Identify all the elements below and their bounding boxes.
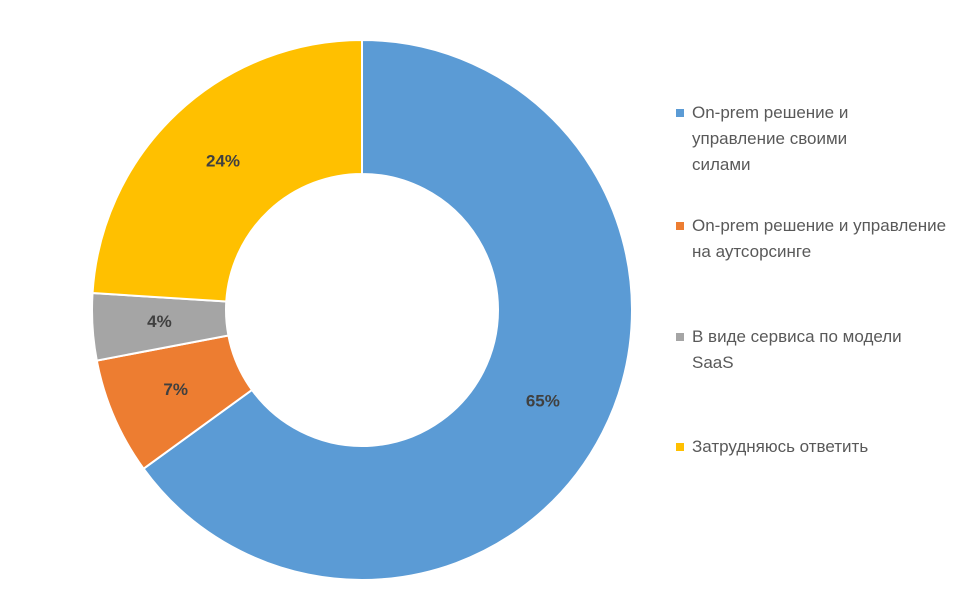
legend-item: Затрудняюсь ответить (676, 434, 957, 460)
legend-swatch (676, 443, 684, 451)
legend-label: On-prem решение и управление на аутсорси… (692, 216, 947, 261)
legend-label: Затрудняюсь ответить (692, 437, 869, 456)
legend-label: On-prem решение и управление своими сила… (692, 103, 849, 174)
slice (142, 38, 633, 581)
legend-label: В виде сервиса по модели SaaS (692, 327, 902, 372)
slice (91, 38, 363, 303)
value-label: 65% (526, 392, 560, 411)
legend-swatch (676, 222, 684, 230)
value-label: 7% (163, 380, 188, 399)
value-label: 24% (206, 152, 240, 171)
value-label: 4% (147, 312, 172, 331)
legend-swatch (676, 333, 684, 341)
legend-item: On-prem решение и управление на аутсорси… (676, 213, 957, 265)
legend-item: В виде сервиса по модели SaaS (676, 324, 947, 376)
legend-swatch (676, 109, 684, 117)
legend-item: On-prem решение и управление своими сила… (676, 100, 892, 178)
